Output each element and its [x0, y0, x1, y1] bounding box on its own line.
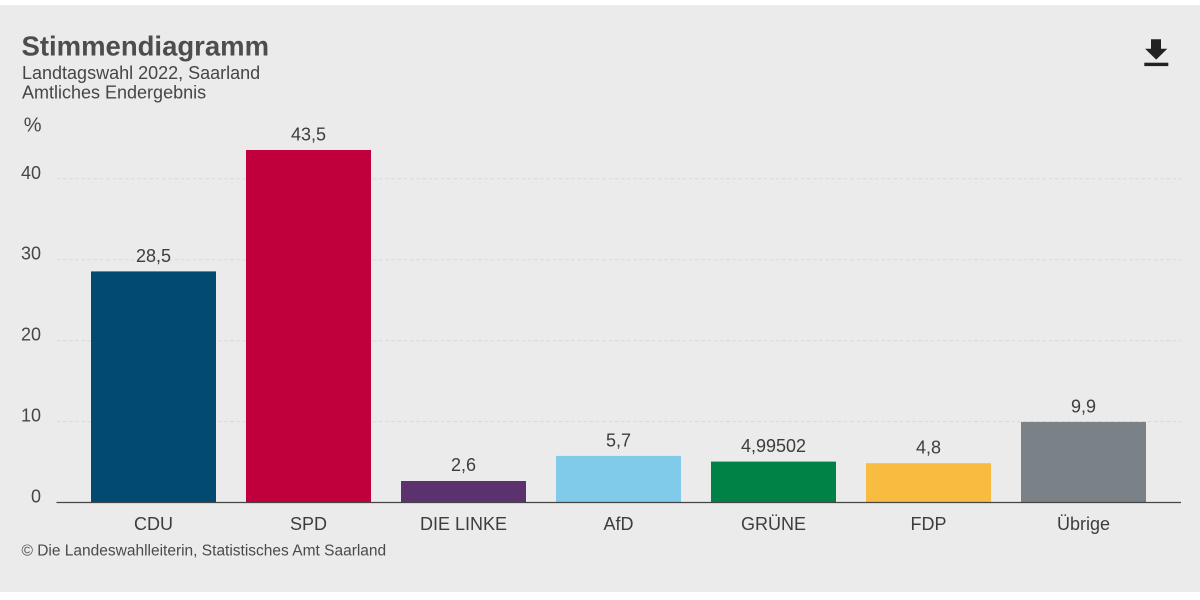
svg-text:30: 30	[21, 244, 41, 264]
svg-text:28,5: 28,5	[136, 246, 171, 266]
svg-text:4,8: 4,8	[916, 438, 941, 458]
svg-text:SPD: SPD	[290, 514, 327, 534]
svg-text:DIE LINKE: DIE LINKE	[420, 514, 507, 534]
svg-text:FDP: FDP	[911, 514, 947, 534]
svg-text:© Die Landeswahlleiterin, Stat: © Die Landeswahlleiterin, Statistisches …	[22, 543, 387, 560]
svg-text:20: 20	[21, 325, 41, 345]
svg-text:5,7: 5,7	[606, 430, 631, 450]
svg-text:43,5: 43,5	[291, 125, 326, 145]
svg-text:10: 10	[21, 406, 41, 426]
svg-text:40: 40	[21, 163, 41, 183]
svg-text:Landtagswahl 2022, Saarland: Landtagswahl 2022, Saarland	[22, 63, 260, 83]
svg-text:0: 0	[31, 487, 41, 507]
svg-text:Übrige: Übrige	[1057, 514, 1110, 534]
svg-text:9,9: 9,9	[1071, 396, 1096, 416]
svg-text:%: %	[24, 114, 42, 136]
svg-text:4,99502: 4,99502	[741, 436, 806, 456]
svg-text:GRÜNE: GRÜNE	[741, 514, 806, 534]
svg-text:AfD: AfD	[603, 514, 633, 534]
svg-text:Stimmendiagramm: Stimmendiagramm	[22, 31, 270, 62]
svg-text:CDU: CDU	[134, 514, 173, 534]
svg-text:2,6: 2,6	[451, 455, 476, 475]
svg-text:Amtliches Endergebnis: Amtliches Endergebnis	[22, 83, 206, 103]
